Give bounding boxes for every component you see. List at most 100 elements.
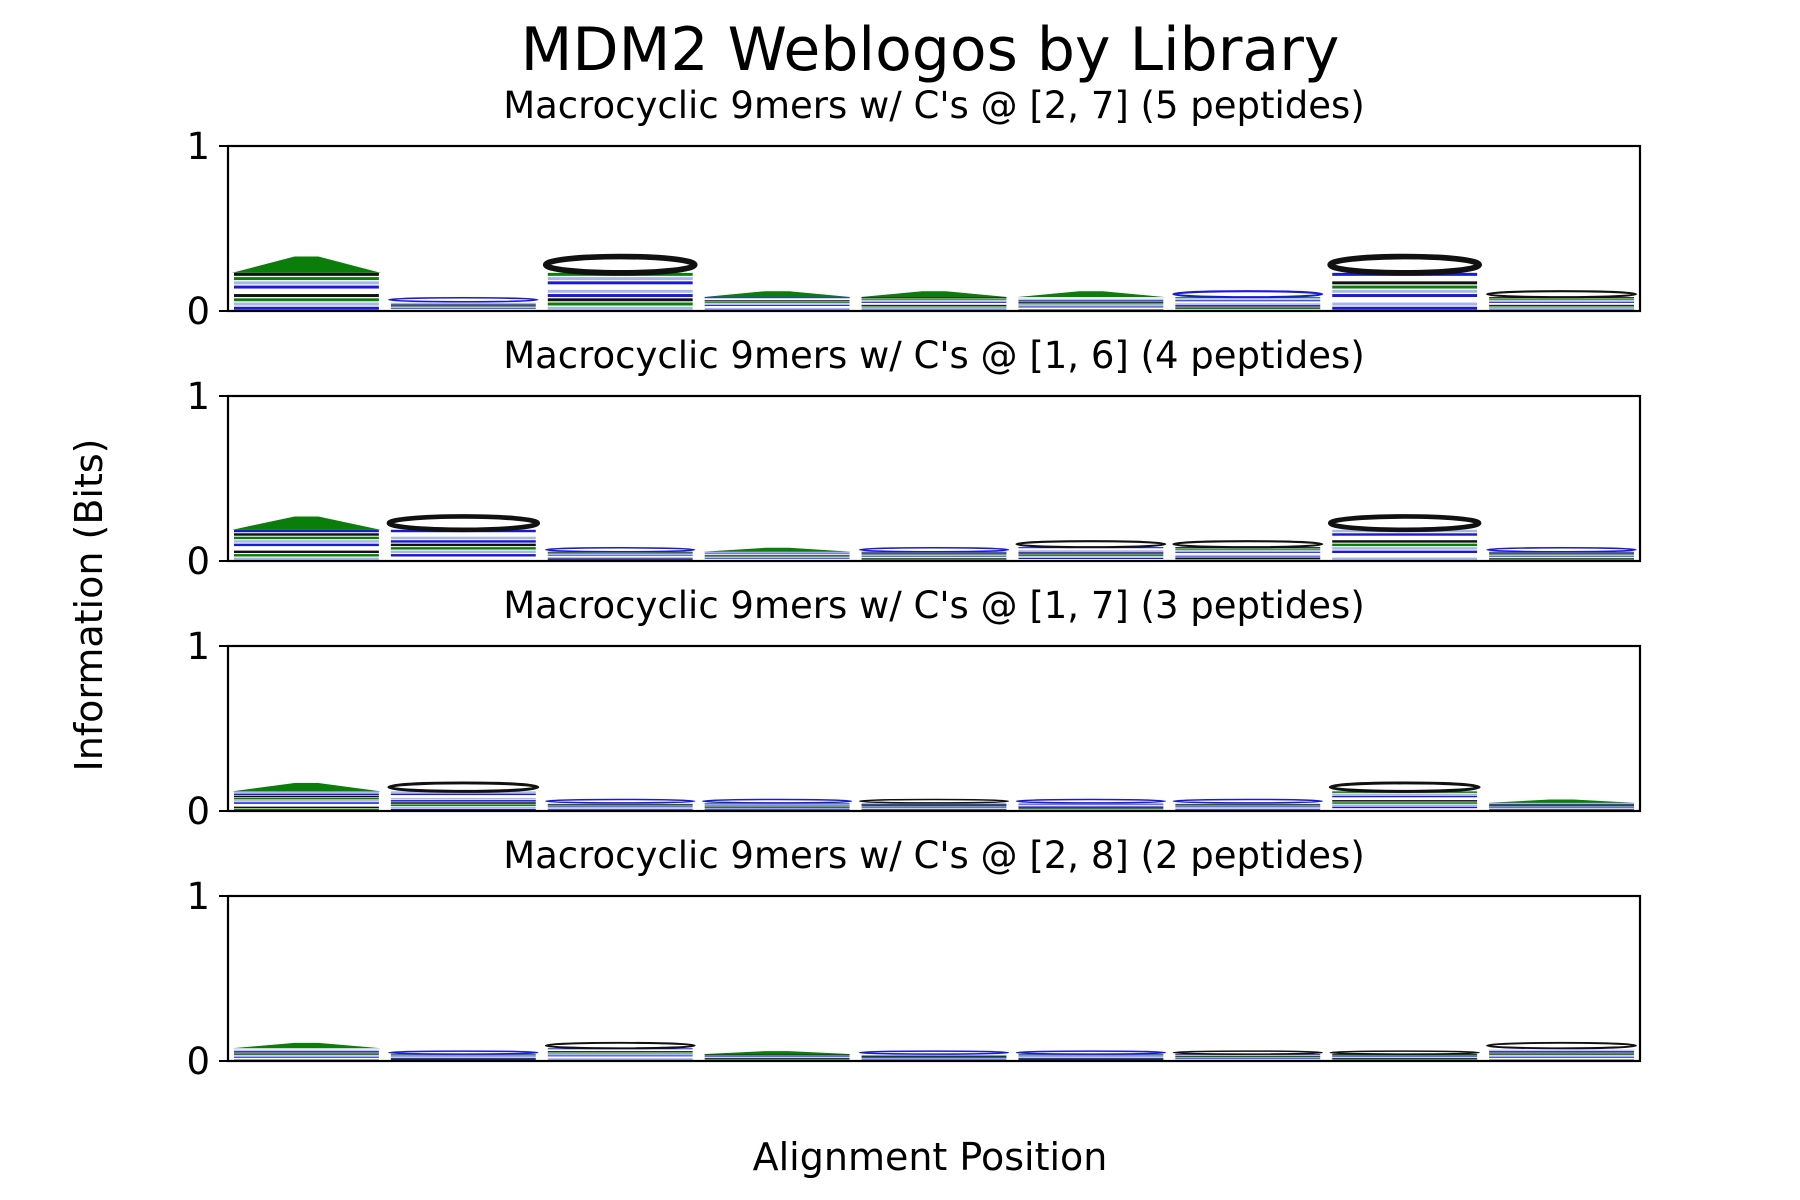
- letter-band: [1332, 557, 1478, 560]
- letter-band: [234, 557, 379, 560]
- letter-band: [1489, 1056, 1634, 1058]
- letter-band: [234, 802, 379, 804]
- letter-band: [1489, 553, 1634, 555]
- logo-stack: [1015, 798, 1167, 811]
- letter-band: [234, 1048, 379, 1050]
- letter-band: [704, 554, 850, 556]
- letter-band: [704, 809, 850, 811]
- letter-band: [390, 795, 536, 798]
- letter-band: [861, 807, 1007, 809]
- letter-band: [234, 797, 379, 800]
- letter-band: [234, 1055, 379, 1057]
- letter-band: [1018, 804, 1164, 806]
- letter-band: [1332, 302, 1478, 306]
- letter-band: [1489, 298, 1634, 300]
- letter-band: [1175, 803, 1321, 805]
- top-letter: [702, 547, 852, 552]
- letter-band: [861, 1055, 1007, 1057]
- letter-band: [1175, 550, 1321, 552]
- top-letter: [544, 1041, 696, 1050]
- top-letter: [388, 297, 539, 303]
- top-letter: [545, 547, 696, 553]
- letter-band: [390, 307, 536, 309]
- top-letter: [1172, 290, 1324, 299]
- top-letter: [542, 253, 698, 276]
- y-tick-label: 0: [186, 290, 210, 333]
- letter-band: [390, 308, 536, 310]
- logo-stack: [702, 547, 852, 561]
- letter-band: [234, 298, 379, 302]
- letter-band: [1332, 289, 1478, 293]
- top-letter: [545, 798, 696, 804]
- letter-band: [1018, 808, 1164, 810]
- top-letter: [232, 516, 381, 530]
- letter-band: [1489, 808, 1634, 810]
- letter-band: [1332, 808, 1478, 811]
- letter-band: [704, 552, 850, 554]
- letter-band: [547, 281, 693, 285]
- letter-band: [704, 1054, 850, 1056]
- top-letter: [1328, 781, 1481, 793]
- top-letter: [1327, 253, 1482, 276]
- letter-band: [1175, 557, 1321, 559]
- letter-band: [1332, 540, 1478, 543]
- letter-band: [1332, 797, 1478, 800]
- letter-band: [704, 300, 850, 302]
- top-letter: [702, 291, 852, 298]
- letter-band: [1489, 552, 1634, 554]
- letter-band: [861, 809, 1007, 811]
- letter-band: [861, 558, 1007, 560]
- letter-band: [861, 298, 1007, 300]
- letter-band: [1489, 557, 1634, 559]
- letter-band: [1332, 550, 1478, 554]
- letter-band: [1175, 1058, 1321, 1060]
- letter-band: [861, 555, 1007, 557]
- letter-band: [234, 543, 379, 547]
- letter-band: [1332, 298, 1478, 302]
- y-tick-label: 0: [186, 540, 210, 583]
- top-letter: [859, 291, 1009, 298]
- letter-band: [1018, 304, 1164, 306]
- logo-panel: Macrocyclic 9mers w/ C's @ [2, 8] (2 pep…: [186, 834, 1642, 1083]
- letter-band: [1332, 543, 1478, 547]
- logo-stack: [701, 798, 853, 811]
- top-letter: [232, 256, 381, 273]
- letter-band: [1489, 1052, 1634, 1054]
- letter-band: [1489, 303, 1634, 305]
- letter-band: [1489, 807, 1634, 809]
- letter-band: [704, 297, 850, 299]
- letter-band: [861, 557, 1007, 559]
- letter-band: [1332, 1057, 1478, 1058]
- letter-band: [1175, 1057, 1321, 1058]
- axes-frame: [226, 894, 1642, 1063]
- y-tick-label: 1: [186, 125, 210, 168]
- letter-band: [1018, 557, 1164, 559]
- letter-band: [234, 554, 379, 557]
- y-axis-label: Information (Bits): [67, 438, 111, 771]
- logo-stack: [544, 1041, 696, 1061]
- letter-band: [1489, 809, 1634, 811]
- letter-band: [1018, 307, 1164, 309]
- letter-band: [234, 277, 379, 281]
- letter-band: [390, 800, 536, 802]
- letter-band: [1018, 1054, 1164, 1056]
- top-letter: [1486, 1041, 1637, 1050]
- letter-band: [234, 294, 379, 298]
- letter-band: [1175, 303, 1321, 305]
- letter-band: [1332, 281, 1478, 285]
- logo-panel: Macrocyclic 9mers w/ C's @ [1, 7] (3 pep…: [186, 584, 1642, 833]
- top-letter: [1487, 799, 1636, 803]
- letter-band: [1018, 1057, 1164, 1059]
- letter-band: [1489, 307, 1634, 309]
- letter-band: [1175, 806, 1321, 808]
- top-letter: [1327, 514, 1482, 533]
- y-tick-label: 1: [186, 375, 210, 418]
- letter-band: [1332, 294, 1478, 298]
- letter-band: [390, 302, 536, 304]
- letter-band: [1018, 807, 1164, 809]
- logo-stack: [232, 256, 381, 310]
- letter-band: [1018, 551, 1164, 553]
- letter-band: [861, 554, 1007, 556]
- letter-band: [234, 547, 379, 550]
- letter-band: [390, 797, 536, 800]
